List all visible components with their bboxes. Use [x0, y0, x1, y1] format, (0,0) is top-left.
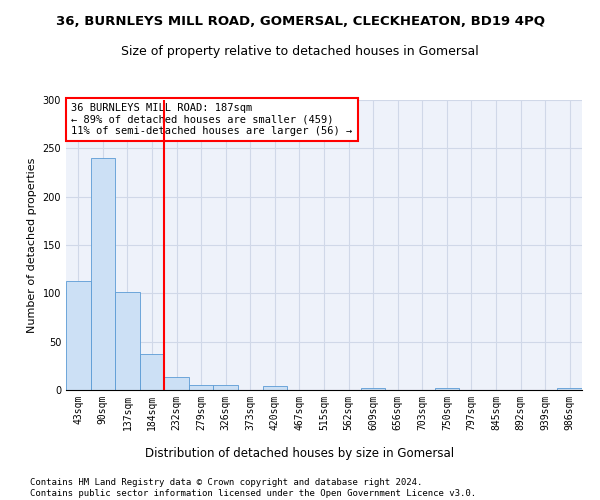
Bar: [557, 388, 582, 390]
Bar: [214, 385, 238, 390]
Bar: [115, 292, 140, 390]
Text: 36, BURNLEYS MILL ROAD, GOMERSAL, CLECKHEATON, BD19 4PQ: 36, BURNLEYS MILL ROAD, GOMERSAL, CLECKH…: [56, 15, 545, 28]
Bar: [189, 385, 214, 390]
Bar: [164, 378, 189, 390]
Text: Distribution of detached houses by size in Gomersal: Distribution of detached houses by size …: [145, 448, 455, 460]
Bar: [140, 354, 164, 390]
Text: Size of property relative to detached houses in Gomersal: Size of property relative to detached ho…: [121, 45, 479, 58]
Bar: [434, 388, 459, 390]
Bar: [91, 158, 115, 390]
Bar: [361, 388, 385, 390]
Bar: [263, 386, 287, 390]
Text: 36 BURNLEYS MILL ROAD: 187sqm
← 89% of detached houses are smaller (459)
11% of : 36 BURNLEYS MILL ROAD: 187sqm ← 89% of d…: [71, 103, 352, 136]
Y-axis label: Number of detached properties: Number of detached properties: [27, 158, 37, 332]
Text: Contains HM Land Registry data © Crown copyright and database right 2024.
Contai: Contains HM Land Registry data © Crown c…: [30, 478, 476, 498]
Bar: [66, 281, 91, 390]
